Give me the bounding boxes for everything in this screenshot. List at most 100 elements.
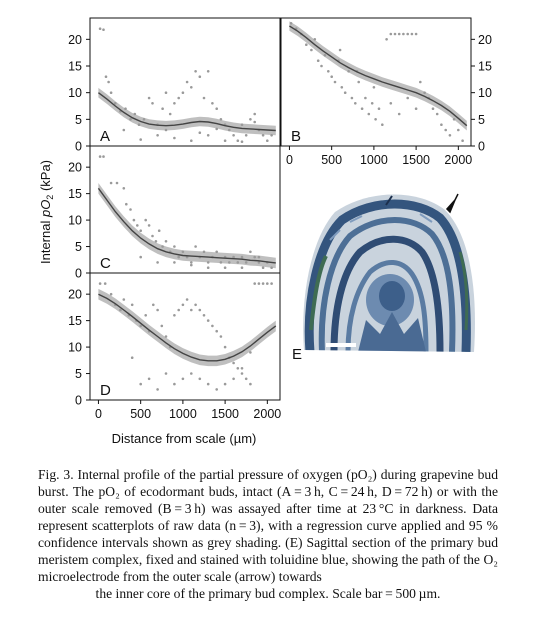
data-point (228, 261, 231, 264)
data-point (215, 127, 218, 131)
data-point (190, 372, 193, 375)
data-point (232, 134, 235, 137)
y-tick-label: 20 (478, 33, 492, 47)
data-point (240, 367, 244, 370)
ci-band (98, 288, 276, 367)
data-point (240, 266, 244, 270)
x-tick-label: 500 (130, 407, 151, 421)
data-point (202, 96, 206, 100)
regression-curve (289, 25, 468, 127)
data-point (215, 388, 218, 391)
data-point (107, 80, 110, 84)
data-point (173, 136, 176, 140)
data-point (122, 187, 126, 190)
data-point (253, 112, 256, 116)
data-point (198, 308, 202, 312)
panel-label-d: D (100, 382, 111, 399)
y-tick-label: 20 (68, 161, 82, 175)
data-point (164, 128, 168, 132)
regression-curve (97, 187, 276, 264)
data-point (343, 91, 347, 94)
y-tick-label: 10 (68, 214, 82, 228)
data-point (115, 181, 119, 185)
x-tick-label: 0 (286, 153, 293, 167)
data-point (177, 308, 180, 312)
panel-a-chart: 0 5 10 15 20 A (68, 17, 281, 154)
data-point (190, 263, 193, 267)
data-point (266, 139, 269, 142)
caption-last-line: the inner core of the primary bud comple… (95, 586, 441, 601)
data-point (338, 48, 342, 52)
data-point (223, 266, 227, 270)
data-point (372, 86, 376, 89)
data-point (173, 261, 176, 264)
y-tick-label: 20 (68, 33, 82, 47)
data-point (270, 282, 273, 285)
data-point (156, 261, 159, 264)
data-point (119, 308, 122, 312)
regression-curve (97, 92, 276, 132)
data-point (177, 96, 180, 100)
data-point (98, 155, 102, 158)
data-point (156, 388, 159, 391)
data-point (206, 382, 210, 386)
x-tick-label: 1500 (402, 153, 430, 167)
data-point (129, 118, 132, 121)
data-point (104, 75, 108, 78)
data-point (181, 377, 185, 381)
data-point (340, 86, 344, 89)
x-axis-title: Distance from scale (µm) (112, 431, 257, 446)
data-point (206, 266, 210, 270)
data-point (177, 255, 180, 259)
data-point (323, 54, 327, 57)
data-point (139, 138, 142, 141)
data-point (228, 128, 231, 132)
arrow-icon (445, 193, 459, 214)
data-point (270, 134, 273, 137)
panel-e-micrograph: E (292, 193, 475, 363)
data-point (147, 224, 151, 227)
data-point (122, 298, 126, 301)
y-tick-label: 0 (75, 140, 82, 154)
data-point (102, 28, 105, 32)
data-point (194, 70, 197, 73)
data-point (320, 64, 323, 68)
data-point (206, 261, 210, 264)
data-point (377, 107, 381, 110)
data-point (139, 229, 142, 232)
y-tick-label: 0 (75, 394, 82, 408)
data-point (249, 382, 252, 386)
x-tick-label: 1500 (211, 407, 239, 421)
x-tick-label: 0 (95, 407, 102, 421)
data-point (261, 282, 265, 285)
data-point (215, 107, 218, 110)
data-point (374, 118, 377, 121)
data-point (357, 80, 361, 84)
data-point (139, 382, 142, 386)
data-point (109, 292, 113, 296)
ci-band (98, 183, 276, 269)
data-point (364, 96, 367, 100)
data-point (152, 303, 155, 307)
y-tick-label: 5 (75, 240, 82, 254)
y-tick-label: 5 (75, 367, 82, 381)
x-tick-label: 2000 (253, 407, 281, 421)
y-tick-label: 0 (75, 267, 82, 281)
data-point (223, 345, 227, 349)
data-point (164, 335, 168, 338)
y-tick-label: 10 (68, 86, 82, 100)
x-tick-label: 500 (321, 153, 342, 167)
data-point (215, 329, 218, 333)
data-point (173, 382, 176, 386)
data-point (397, 112, 401, 116)
data-point (154, 240, 158, 243)
data-point (310, 48, 313, 52)
data-point (244, 261, 248, 264)
data-point (136, 224, 139, 227)
data-point (114, 102, 117, 105)
panel-c-chart: 0 5 10 15 20 C (68, 145, 281, 281)
x-tick-label: 1000 (169, 407, 197, 421)
data-point (144, 218, 147, 222)
data-point (173, 102, 176, 105)
data-point (139, 324, 142, 328)
